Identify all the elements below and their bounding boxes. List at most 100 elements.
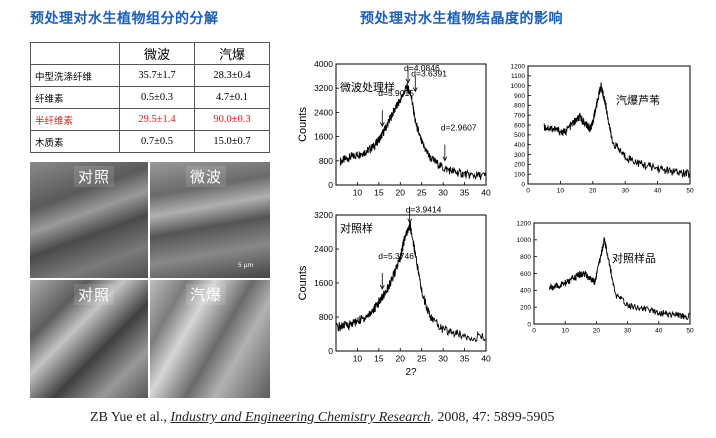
peak-annotation: d=3.6391 (411, 68, 447, 78)
sem-image-steam-explosion: 汽爆 (150, 280, 270, 398)
y-tick-label: 100 (514, 171, 525, 178)
xrd-chart-control-sample: 0 10 20 30 40 50 0 200 400 600 800 1000 1200 对照样品 (517, 220, 694, 334)
x-tick-label: 10 (353, 354, 363, 364)
sem-image-control-top: 对照 (30, 162, 148, 278)
y-tick-label: 3200 (314, 210, 333, 220)
chart-frame (527, 65, 691, 185)
x-tick-label: 30 (438, 188, 448, 198)
x-tick-label: 40 (481, 188, 491, 198)
x-tick-label: 30 (438, 354, 448, 364)
y-tick-label: 200 (514, 162, 525, 169)
left-title: 预处理对水生植物组分的分解 (30, 11, 219, 27)
row-label: 木质素 (30, 130, 120, 153)
xrd-chart-microwave: 10 15 20 25 30 35 40 0 800 1600 2400 3200 4000 Counts… (297, 59, 491, 198)
y-tick-label: 1200 (517, 220, 532, 227)
y-tick-label: 600 (514, 122, 525, 129)
x-tick-label: 50 (686, 188, 694, 195)
y-tick-label: 2400 (314, 244, 333, 254)
composition-table: 微波 汽爆 中型洗涤纤维 35.7±1.7 28.3±0.4 纤维素 0.5±0… (30, 42, 270, 153)
sem-label: 对照 (74, 284, 115, 305)
y-tick-label: 900 (514, 93, 525, 100)
panel-label: 汽爆芦苇 (616, 93, 660, 107)
series-line (549, 236, 690, 321)
x-tick-label: 15 (374, 188, 384, 198)
y-tick-label: 1600 (314, 278, 333, 288)
y-tick-label: 1100 (511, 73, 525, 80)
x-tick-label: 20 (396, 354, 406, 364)
series-line (339, 82, 486, 180)
x-tick-label: 40 (654, 188, 662, 195)
y-tick-label: 800 (520, 254, 531, 261)
table-header-row: 微波 汽爆 (30, 42, 270, 65)
y-tick-label: 4000 (314, 59, 333, 69)
x-tick-label: 0 (532, 328, 536, 335)
y-tick-label: 800 (319, 156, 333, 166)
annotation-arrowhead (407, 218, 413, 224)
y-tick-label: 400 (514, 142, 525, 149)
series-line (543, 82, 690, 179)
x-tick-label: 0 (526, 188, 530, 195)
peak-annotation: d=5.9015 (378, 88, 414, 98)
x-tick-label: 20 (593, 328, 601, 335)
annotation-arrowhead (379, 284, 385, 290)
peak-annotation: d=3.9414 (406, 205, 442, 215)
x-tick-label: 40 (481, 354, 491, 364)
y-axis-label: Counts (297, 265, 309, 300)
x-tick-label: 15 (374, 354, 384, 364)
panel-label: 微波处理样 (340, 80, 395, 94)
chart-frame (335, 63, 487, 186)
y-tick-label: 400 (520, 288, 531, 295)
y-tick-label: 800 (319, 312, 333, 322)
y-tick-label: 3200 (314, 83, 333, 93)
x-tick-label: 10 (557, 188, 565, 195)
annotation-arrowhead (412, 87, 418, 93)
x-tick-label: 10 (562, 328, 570, 335)
sem-label: 汽爆 (186, 284, 227, 305)
chart-frame (533, 222, 691, 325)
panel-label: 对照样 (340, 221, 373, 235)
y-tick-label: 200 (520, 304, 531, 311)
y-tick-label: 300 (514, 152, 525, 159)
right-title: 预处理对水生植物结晶度的影响 (360, 11, 563, 27)
xrd-chart-steam-reed: 0 10 20 30 40 5001002003004005006007008009001… (511, 63, 694, 194)
x-tick-label: 20 (396, 188, 406, 198)
x-tick-label: 30 (622, 188, 630, 195)
y-tick-label: 0 (328, 346, 333, 356)
annotation-arrowhead (442, 156, 448, 162)
series-line (336, 221, 486, 343)
y-tick-label: 0 (328, 180, 333, 190)
peak-annotation: d=2.9607 (441, 123, 477, 133)
annotation-arrowhead (405, 78, 411, 84)
table-row: 木质素 0.7±0.5 15.0±0.7 (30, 130, 270, 153)
y-tick-label: 2400 (314, 107, 333, 117)
x-tick-label: 25 (417, 354, 427, 364)
citation-authors: ZB Yue et al., (90, 410, 171, 425)
table-header-microwave: 微波 (119, 42, 195, 65)
citation-details: . 2008, 47: 5899-5905 (430, 410, 555, 425)
y-tick-label: 1200 (511, 63, 526, 70)
peak-annotation: d=4.0846 (404, 63, 440, 73)
xrd-chart-control: 10 15 20 25 30 35 40 0 800 1600 2400 3200 Counts 2? 对照… (297, 205, 491, 378)
y-tick-label: 0 (521, 181, 525, 188)
x-tick-label: 35 (460, 188, 470, 198)
y-tick-label: 0 (527, 321, 531, 328)
y-axis-label: Counts (297, 107, 309, 142)
sem-image-control-bottom: 对照 (30, 280, 148, 398)
x-tick-label: 40 (655, 328, 663, 335)
scale-bar-label: 5 μm (238, 262, 254, 269)
y-tick-label: 1000 (517, 237, 532, 244)
steam-value: 15.0±0.7 (194, 130, 270, 153)
chart-frame (335, 214, 487, 352)
panel-label: 对照样品 (612, 251, 656, 265)
citation: ZB Yue et al., Industry and Engineering … (90, 410, 554, 426)
x-tick-label: 10 (353, 188, 363, 198)
x-tick-label: 50 (686, 328, 694, 335)
peak-annotation: d=5.3746 (378, 251, 414, 261)
sem-label: 对照 (74, 166, 115, 187)
x-tick-label: 30 (624, 328, 632, 335)
x-axis-label: 2? (405, 367, 417, 378)
x-tick-label: 20 (589, 188, 597, 195)
table-row: 中型洗涤纤维 35.7±1.7 28.3±0.4 (30, 64, 270, 87)
citation-journal: Industry and Engineering Chemistry Resea… (170, 410, 431, 425)
y-tick-label: 1000 (511, 83, 526, 90)
